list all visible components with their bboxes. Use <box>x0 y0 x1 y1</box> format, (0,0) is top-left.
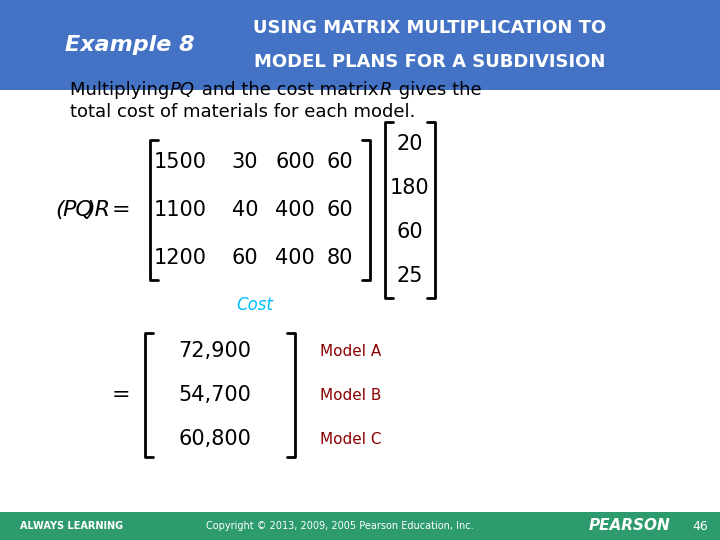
Text: Multiplying: Multiplying <box>70 81 175 99</box>
Text: gives the: gives the <box>393 81 482 99</box>
Text: PQ: PQ <box>170 81 195 99</box>
Text: 1100: 1100 <box>153 200 207 220</box>
Text: 30: 30 <box>232 152 258 172</box>
Text: Cost: Cost <box>237 296 274 314</box>
Text: 180: 180 <box>390 178 430 198</box>
Text: Copyright © 2013, 2009, 2005 Pearson Education, Inc.: Copyright © 2013, 2009, 2005 Pearson Edu… <box>206 521 474 531</box>
Text: 46: 46 <box>692 519 708 532</box>
Text: total cost of materials for each model.: total cost of materials for each model. <box>70 103 415 121</box>
Text: USING MATRIX MULTIPLICATION TO: USING MATRIX MULTIPLICATION TO <box>253 19 607 37</box>
Text: (: ( <box>55 200 63 220</box>
Text: Model A: Model A <box>320 343 382 359</box>
FancyBboxPatch shape <box>0 512 720 540</box>
Text: ALWAYS LEARNING: ALWAYS LEARNING <box>20 521 123 531</box>
Text: 40: 40 <box>232 200 258 220</box>
Text: 60: 60 <box>327 200 354 220</box>
Text: 72,900: 72,900 <box>179 341 251 361</box>
Text: PEARSON: PEARSON <box>589 518 671 534</box>
Text: PQ: PQ <box>62 200 93 220</box>
Text: 80: 80 <box>327 248 354 268</box>
Text: 1200: 1200 <box>153 248 207 268</box>
Text: and the cost matrix: and the cost matrix <box>196 81 384 99</box>
Text: 1500: 1500 <box>153 152 207 172</box>
Text: =: = <box>112 200 130 220</box>
Text: 60: 60 <box>327 152 354 172</box>
Text: 60,800: 60,800 <box>179 429 251 449</box>
Text: =: = <box>112 385 130 405</box>
Text: 20: 20 <box>397 134 423 154</box>
Text: 400: 400 <box>275 248 315 268</box>
Text: 54,700: 54,700 <box>179 385 251 405</box>
Text: MODEL PLANS FOR A SUBDIVISION: MODEL PLANS FOR A SUBDIVISION <box>254 53 606 71</box>
Text: 60: 60 <box>232 248 258 268</box>
Text: Model C: Model C <box>320 431 382 447</box>
Text: 25: 25 <box>397 266 423 286</box>
Text: Example 8: Example 8 <box>66 35 195 55</box>
Text: 400: 400 <box>275 200 315 220</box>
Text: Model B: Model B <box>320 388 382 402</box>
Text: R: R <box>380 81 392 99</box>
Text: )R: )R <box>86 200 110 220</box>
Text: 600: 600 <box>275 152 315 172</box>
FancyBboxPatch shape <box>0 0 720 90</box>
Text: 60: 60 <box>397 222 423 242</box>
